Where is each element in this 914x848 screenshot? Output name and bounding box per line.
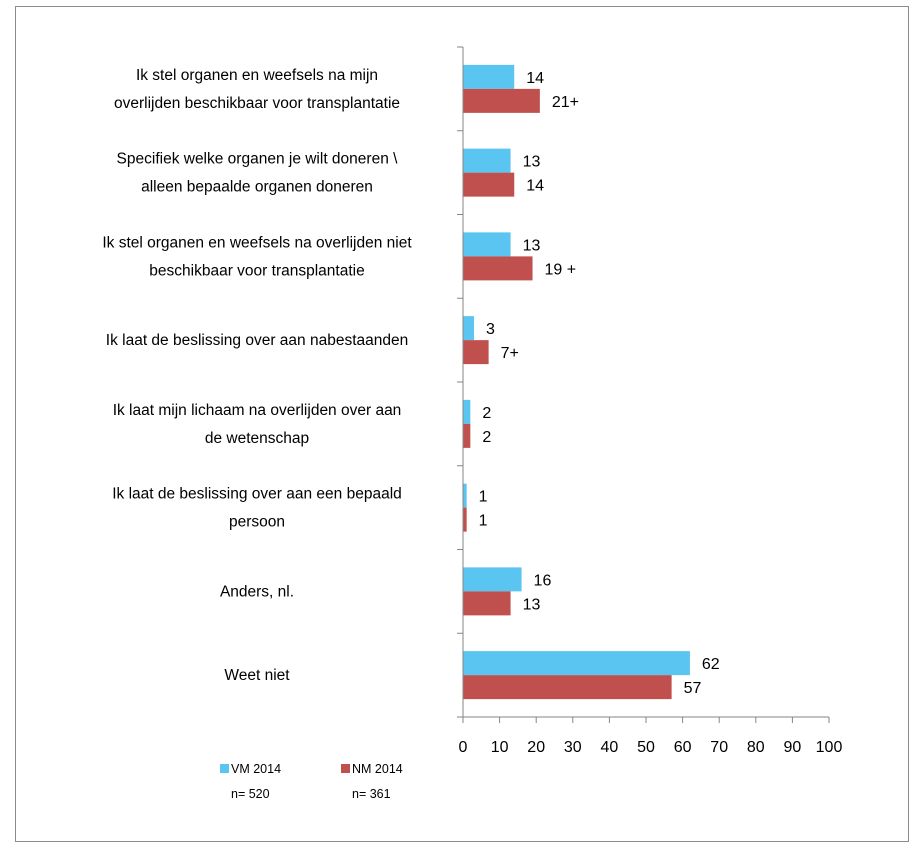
category-label-4-1: de wetenschap	[205, 430, 309, 447]
value-label-vm-4: 2	[482, 405, 491, 422]
bar-vm-5	[463, 483, 467, 508]
value-label-nm-6: 13	[523, 596, 541, 613]
x-tick-label-7: 70	[710, 739, 728, 756]
bar-nm-0	[463, 88, 540, 113]
x-tick-label-0: 0	[459, 739, 468, 756]
bar-nm-4	[463, 423, 471, 448]
category-label-6-0: Anders, nl.	[220, 583, 294, 600]
value-label-nm-0: 21+	[552, 94, 579, 111]
category-label-0-1: overlijden beschikbaar voor transplantat…	[114, 95, 400, 112]
x-tick-label-9: 90	[784, 739, 802, 756]
bar-nm-6	[463, 591, 511, 616]
bar-vm-7	[463, 651, 690, 676]
value-label-vm-2: 13	[523, 237, 541, 254]
x-tick-label-2: 20	[527, 739, 545, 756]
bar-vm-4	[463, 399, 471, 424]
bar-nm-3	[463, 340, 489, 365]
value-label-nm-2: 19 +	[545, 261, 577, 278]
bar-vm-1	[463, 148, 511, 173]
category-label-7-0: Weet niet	[224, 667, 290, 684]
value-label-vm-0: 14	[526, 70, 544, 87]
x-tick-label-6: 60	[674, 739, 692, 756]
bar-nm-7	[463, 675, 672, 700]
value-label-vm-1: 13	[523, 154, 541, 171]
value-label-nm-3: 7+	[501, 345, 519, 362]
category-label-5-0: Ik laat de beslissing over aan een bepaa…	[112, 486, 402, 503]
legend-label-nm: NM 2014	[352, 762, 403, 776]
x-tick-label-8: 80	[747, 739, 765, 756]
category-label-2-0: Ik stel organen en weefsels na overlijde…	[102, 234, 412, 251]
bar-nm-5	[463, 507, 467, 532]
bar-vm-3	[463, 316, 474, 341]
value-label-nm-1: 14	[526, 178, 544, 195]
x-tick-label-10: 100	[816, 739, 843, 756]
value-label-vm-3: 3	[486, 321, 495, 338]
value-label-nm-5: 1	[479, 513, 488, 530]
value-label-nm-7: 57	[684, 680, 702, 697]
legend-swatch-vm	[220, 764, 229, 773]
category-label-2-1: beschikbaar voor transplantatie	[149, 262, 364, 279]
category-label-0-0: Ik stel organen en weefsels na mijn	[136, 67, 378, 84]
bar-vm-0	[463, 64, 515, 89]
value-label-nm-4: 2	[482, 429, 491, 446]
legend-label-vm: VM 2014	[231, 762, 281, 776]
bar-nm-1	[463, 172, 515, 197]
legend-n-vm: n= 520	[231, 787, 270, 801]
value-label-vm-7: 62	[702, 656, 720, 673]
value-label-vm-6: 16	[534, 572, 552, 589]
category-label-5-1: persoon	[229, 514, 285, 531]
bar-nm-2	[463, 256, 533, 281]
x-tick-label-3: 30	[564, 739, 582, 756]
category-label-1-0: Specifiek welke organen je wilt doneren …	[117, 151, 399, 168]
bar-vm-6	[463, 567, 522, 592]
category-label-1-1: alleen bepaalde organen doneren	[141, 179, 373, 196]
bar-vm-2	[463, 232, 511, 257]
x-tick-label-1: 10	[491, 739, 509, 756]
legend-swatch-nm	[341, 764, 350, 773]
x-tick-label-5: 50	[637, 739, 655, 756]
x-tick-label-4: 40	[601, 739, 619, 756]
category-label-3-0: Ik laat de beslissing over aan nabestaan…	[106, 332, 408, 349]
value-label-vm-5: 1	[479, 489, 488, 506]
chart: 14 21+ Ik stel organen en weefsels na mijn…	[102, 46, 843, 801]
category-label-4-0: Ik laat mijn lichaam na overlijden over …	[113, 402, 402, 419]
chart-frame: 14 21+ Ik stel organen en weefsels na mijn…	[15, 6, 909, 842]
legend-n-nm: n= 361	[352, 787, 391, 801]
